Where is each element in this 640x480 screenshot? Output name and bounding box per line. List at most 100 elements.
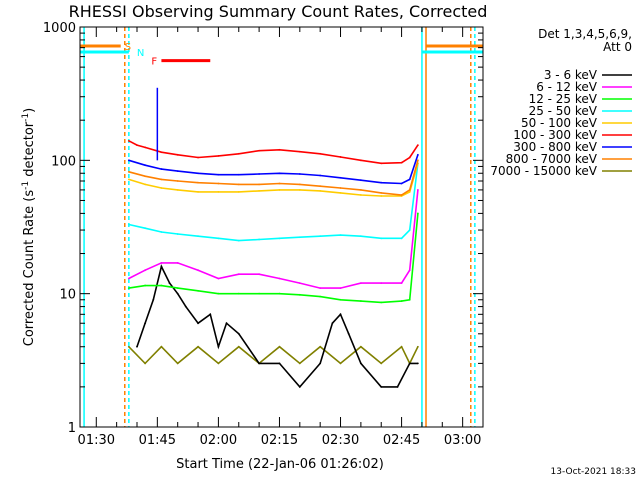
data-point (319, 235, 322, 238)
data-point (197, 269, 199, 272)
data-point (416, 212, 419, 215)
data-point (160, 265, 163, 268)
x-tick-label: 01:45 (139, 433, 176, 448)
y-axis: 1 10 100 1000 (43, 21, 483, 436)
x-tick-label: 01:30 (78, 433, 115, 448)
data-point (359, 345, 362, 348)
data-point (298, 293, 301, 296)
data-point (339, 362, 342, 365)
data-point (197, 345, 199, 348)
data-point (152, 298, 155, 301)
data-point (258, 273, 261, 276)
data-point (380, 237, 383, 240)
data-point (380, 362, 383, 365)
data-point (144, 175, 147, 178)
data-point (144, 164, 147, 167)
data-point (298, 362, 301, 365)
data-point (136, 345, 138, 348)
data-point (359, 362, 362, 365)
x-tick-label: 02:15 (261, 433, 298, 448)
data-point (127, 178, 130, 181)
data-point (408, 269, 411, 272)
data-point (380, 195, 383, 197)
data-point (144, 322, 147, 325)
data-point (197, 156, 199, 159)
data-point (408, 190, 411, 193)
y-axis-label-mid: detector (22, 121, 37, 181)
data-point (217, 237, 220, 240)
data-point (160, 151, 163, 154)
data-point (217, 182, 220, 185)
data-point (359, 282, 362, 285)
legend-header-line-2: Att 0 (603, 40, 632, 54)
x-axis-label: Start Time (22-Jan-06 01:26:02) (176, 457, 384, 472)
data-point (184, 305, 187, 308)
data-point (319, 152, 322, 155)
data-point (278, 292, 281, 295)
data-point (278, 182, 281, 185)
x-axis: 01:30 01:45 02:00 02:15 02:30 02:45 03:00 (78, 27, 484, 448)
data-point (278, 277, 281, 280)
data-point (319, 185, 322, 188)
data-point (339, 187, 342, 189)
legend-label: 800 - 7000 keV (506, 152, 598, 166)
data-point (408, 156, 411, 159)
y-tick-label: 1 (68, 421, 76, 436)
data-point (319, 189, 322, 192)
data-point (237, 273, 240, 276)
data-point (319, 295, 322, 298)
series-line-6 (128, 154, 419, 185)
data-point (400, 161, 403, 164)
data-point (197, 322, 199, 325)
data-point (160, 168, 163, 170)
series-line-2 (128, 213, 419, 304)
data-point (127, 139, 130, 142)
data-point (160, 345, 163, 348)
series-line-4 (128, 163, 419, 197)
flag-label-s: S (125, 42, 131, 53)
data-point (408, 229, 411, 231)
data-point (298, 385, 301, 388)
legend-label: 12 - 25 keV (529, 92, 598, 106)
legend-label: 7000 - 15000 keV (490, 164, 597, 178)
data-point (359, 300, 362, 302)
data-point (144, 284, 147, 287)
x-tick-label: 02:00 (200, 433, 237, 448)
data-point (176, 292, 179, 295)
data-point (319, 174, 322, 177)
plot-frame (79, 26, 484, 428)
data-point (339, 313, 342, 316)
data-point (160, 284, 163, 287)
data-point (359, 179, 362, 182)
series-line-8 (128, 345, 419, 366)
data-point (339, 298, 342, 301)
y-axis-label-sup1: -1 (21, 181, 31, 190)
flag-label-n: N (137, 48, 144, 59)
data-point (258, 173, 261, 175)
data-point (168, 282, 171, 285)
data-point (380, 301, 383, 304)
data-point (258, 189, 261, 192)
data-point (237, 292, 240, 295)
data-point (217, 292, 220, 295)
data-point (339, 287, 342, 290)
data-point (400, 194, 403, 196)
data-point (380, 181, 383, 184)
data-point (144, 227, 147, 230)
data-point (416, 189, 419, 191)
data-point (339, 156, 342, 158)
data-point (380, 282, 383, 285)
plot-area: SNF (80, 27, 483, 427)
data-point (416, 144, 419, 147)
legend-label: 3 - 6 keV (544, 68, 598, 82)
data-point (278, 148, 281, 151)
data-point (278, 345, 281, 348)
legend-label: 50 - 100 keV (521, 116, 598, 130)
data-point (258, 149, 261, 152)
flag-label-f: F (151, 57, 157, 68)
data-point (160, 187, 163, 189)
data-point (298, 282, 301, 285)
y-axis-label-sup2: -1 (21, 113, 31, 122)
data-point (217, 277, 220, 280)
